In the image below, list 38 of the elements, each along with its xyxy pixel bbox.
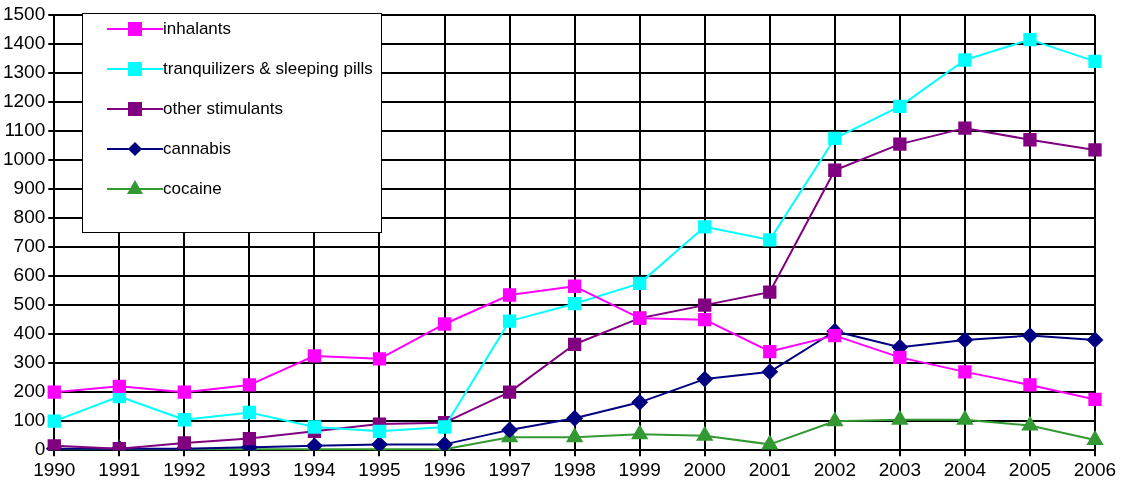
y-tick-label: 700 bbox=[13, 235, 46, 257]
x-tick-label: 1994 bbox=[293, 458, 337, 480]
x-tick-label: 2006 bbox=[1073, 458, 1117, 480]
legend-label: other stimulants bbox=[163, 98, 284, 119]
y-tick-label: 300 bbox=[13, 351, 46, 373]
x-tick-label: 2003 bbox=[878, 458, 921, 480]
x-tick-label: 1999 bbox=[618, 458, 661, 480]
y-tick-label: 100 bbox=[13, 409, 46, 431]
x-tick-label: 2004 bbox=[943, 458, 987, 480]
y-tick-label: 500 bbox=[13, 293, 46, 315]
x-tick-label: 1992 bbox=[163, 458, 206, 480]
x-tick-label: 2001 bbox=[748, 458, 791, 480]
y-tick-label: 1100 bbox=[4, 119, 46, 141]
x-tick-label: 1995 bbox=[358, 458, 401, 480]
x-tick-label: 2002 bbox=[813, 458, 856, 480]
legend-label: inhalants bbox=[163, 18, 233, 39]
y-tick-label: 1200 bbox=[2, 90, 46, 112]
y-tick-label: 600 bbox=[13, 264, 46, 286]
x-tick-label: 1997 bbox=[488, 458, 531, 480]
y-tick-label: 400 bbox=[13, 322, 46, 344]
y-tick-label: 1300 bbox=[2, 61, 46, 83]
x-tick-label: 1991 bbox=[98, 458, 141, 480]
legend-label: cocaine bbox=[163, 178, 223, 199]
y-tick-label: 200 bbox=[13, 380, 46, 402]
legend-label: cannabis bbox=[163, 138, 233, 159]
y-tick-label: 1400 bbox=[2, 32, 46, 54]
x-tick-label: 1993 bbox=[228, 458, 271, 480]
x-tick-label: 1998 bbox=[553, 458, 596, 480]
x-tick-label: 2000 bbox=[683, 458, 726, 480]
legend-label: tranquilizers & sleeping pills bbox=[163, 58, 374, 79]
x-tick-label: 1996 bbox=[423, 458, 466, 480]
x-tick-label: 1990 bbox=[33, 458, 76, 480]
y-tick-label: 800 bbox=[13, 206, 46, 228]
y-tick-label: 1000 bbox=[2, 148, 46, 170]
y-tick-label: 1500 bbox=[2, 3, 46, 25]
y-tick-label: 0 bbox=[34, 438, 46, 460]
y-tick-label: 900 bbox=[13, 177, 46, 199]
x-tick-label: 2005 bbox=[1008, 458, 1052, 480]
